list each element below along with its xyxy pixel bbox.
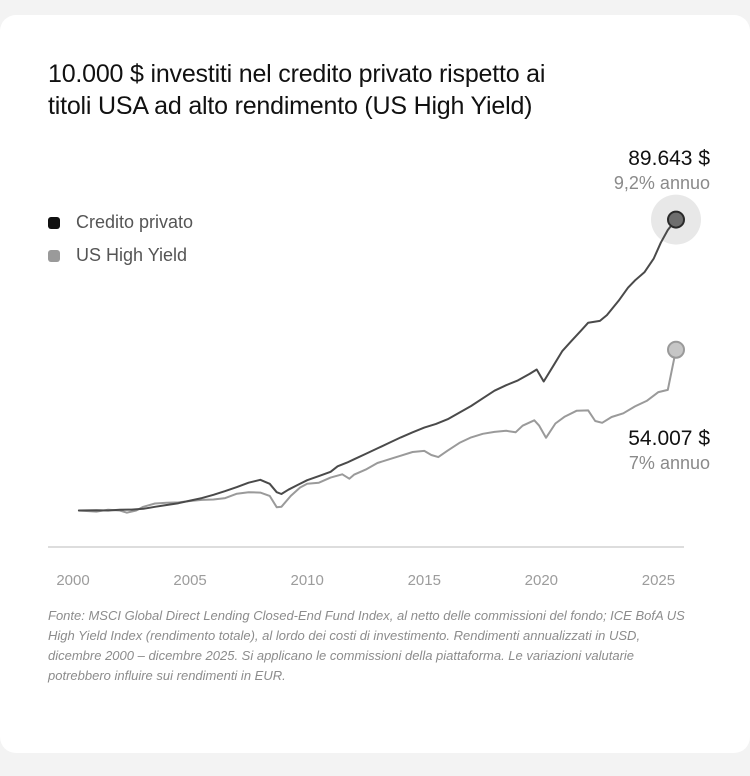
chart-legend: Credito privato US High Yield bbox=[48, 206, 193, 272]
legend-swatch-credito-privato bbox=[48, 216, 60, 229]
series-line-us-high-yield bbox=[77, 348, 677, 514]
end-point-marker-us-high-yield bbox=[667, 340, 685, 359]
legend-item-credito-privato: Credito privato bbox=[48, 206, 193, 239]
legend-label-credito-privato: Credito privato bbox=[76, 212, 194, 232]
x-tick-label: 2000 bbox=[56, 572, 89, 589]
x-tick-label: 2010 bbox=[290, 572, 323, 589]
chart-card bbox=[0, 15, 750, 753]
end-label-credito-privato: 89.643 $ 9,2% annuo bbox=[614, 146, 710, 194]
source-note: Fonte: MSCI Global Direct Lending Closed… bbox=[48, 608, 685, 683]
x-tick-label: 2015 bbox=[408, 572, 441, 589]
x-tick-label: 2020 bbox=[525, 572, 558, 589]
end-point-marker-credito-privato bbox=[667, 210, 685, 229]
end-rate-credito-privato: 9,2% annuo bbox=[613, 173, 710, 193]
legend-label-us-high-yield: US High Yield bbox=[76, 245, 188, 265]
legend-swatch-us-high-yield bbox=[48, 249, 60, 262]
legend-item-us-high-yield: US High Yield bbox=[48, 239, 193, 272]
x-tick-label: 2025 bbox=[642, 572, 675, 589]
end-value-credito-privato: 89.643 $ bbox=[628, 147, 710, 170]
series-line-credito-privato bbox=[77, 218, 677, 512]
end-rate-us-high-yield: 7% annuo bbox=[628, 453, 710, 473]
end-label-us-high-yield: 54.007 $ 7% annuo bbox=[628, 426, 710, 474]
x-tick-label: 2005 bbox=[173, 572, 206, 589]
end-value-us-high-yield: 54.007 $ bbox=[628, 427, 710, 450]
chart-title: 10.000 $ investiti nel credito privato r… bbox=[48, 60, 546, 120]
